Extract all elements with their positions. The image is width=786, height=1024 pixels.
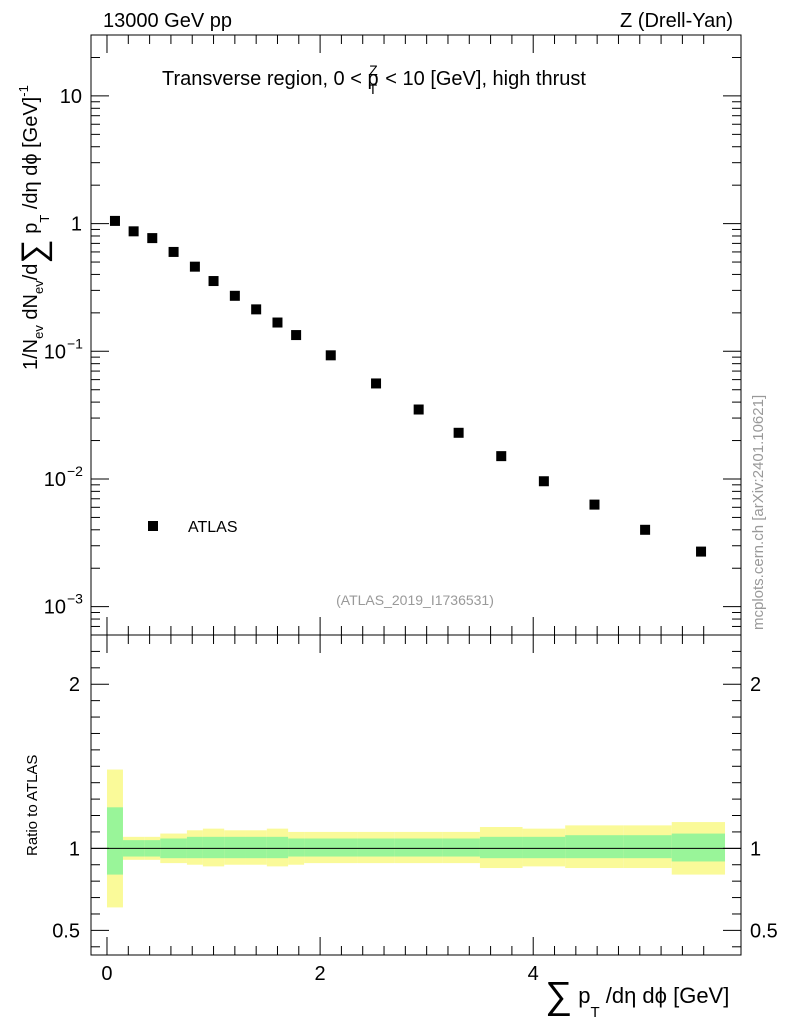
ylabel-part-e: /d [20, 264, 42, 281]
xlabel-part-c: /dη dϕ [GeV] [600, 983, 730, 1008]
header-left: 13000 GeV pp [103, 10, 232, 32]
ratio-band-inner [357, 838, 395, 857]
data-point-atlas [538, 476, 549, 487]
main-data-markers [109, 215, 707, 557]
ratio-bands [106, 769, 726, 908]
main-plot-frame [90, 34, 742, 636]
data-point-atlas [640, 524, 651, 535]
x-axis-label: ∑ pT /dη dϕ [GeV] [545, 975, 729, 1021]
data-point-atlas [109, 215, 120, 226]
plot-title: Transverse region, 0 < pTZ < 10 [GeV], h… [162, 62, 586, 97]
ratio-band-inner [224, 836, 246, 859]
ratio-band-inner [304, 838, 358, 857]
plot-title-post: < 10 [GeV], high thrust [380, 68, 587, 90]
ylabel-part-i: -1 [16, 85, 31, 97]
xlabel-part-b: T [590, 1004, 599, 1021]
ylabel-part-f: p [20, 223, 42, 240]
data-point-atlas [272, 317, 283, 328]
data-point-atlas [291, 330, 302, 341]
data-point-atlas [413, 404, 424, 415]
ratio-band-inner [442, 838, 480, 857]
ratio-band-inner [522, 836, 566, 859]
analysis-id: (ATLAS_2019_I1736531) [336, 592, 494, 608]
ratio-plot: 0.5 0.5 1 1 2 2 0 2 4 Ratio to ATLAS ∑ pT /dη dϕ… [24, 634, 778, 1021]
main-y-tick-label: 1 [71, 214, 82, 236]
ratio-y-tick-label-left: 2 [69, 674, 80, 696]
plot-title-sup: Z [369, 62, 378, 78]
legend-label: ATLAS [188, 519, 238, 536]
ratio-band-inner [202, 836, 225, 859]
ratio-band-inner [266, 836, 289, 859]
data-point-atlas [453, 427, 464, 438]
ratio-band-inner [186, 836, 203, 859]
ratio-band-inner [394, 838, 443, 857]
data-point-atlas [496, 451, 507, 462]
main-y-tick-exponent: −2 [67, 463, 83, 479]
x-tick-label: 2 [315, 963, 326, 985]
legend-marker [148, 521, 158, 531]
data-point-atlas [208, 276, 219, 287]
ratio-y-tick-label-left: 0.5 [52, 920, 80, 942]
ratio-y-tick-label-left: 1 [69, 838, 80, 860]
svg-text:1/Nev dNev/d∑ pT /dη dϕ [GeV]: 1/Nev dNev/d∑ pT /dη dϕ [GeV]-1 [15, 85, 53, 370]
ylabel-part-a: 1/N [20, 339, 42, 370]
ratio-y-tick-label-right: 2 [750, 674, 761, 696]
header-right: Z (Drell-Yan) [620, 10, 733, 32]
ratio-band-inner [623, 835, 672, 859]
y-axis-label-ratio: Ratio to ATLAS [24, 755, 41, 856]
x-tick-label: 0 [101, 963, 112, 985]
ylabel-part-d: ev [31, 280, 46, 294]
data-point-atlas [229, 290, 240, 301]
y-axis-label-main: 1/Nev dNev/d∑ pT /dη dϕ [GeV]-1 [15, 85, 53, 370]
ratio-plot-frame [90, 634, 742, 956]
ratio-band-inner [106, 807, 123, 875]
data-point-atlas [189, 261, 200, 272]
xlabel-sum: ∑ [545, 975, 572, 1017]
ylabel-part-g: T [37, 215, 52, 223]
data-point-atlas [589, 499, 600, 510]
ratio-band-inner [671, 833, 726, 862]
data-point-atlas [325, 350, 336, 361]
main-y-tick-label: 10 [44, 469, 66, 491]
ylabel-part-h: /dη dϕ [GeV] [20, 97, 42, 215]
main-y-tick-label: 10 [60, 86, 82, 108]
data-point-atlas [371, 378, 382, 389]
ratio-axes: 0.5 0.5 1 1 2 2 0 2 4 [52, 635, 778, 985]
ylabel-part-b: ev [31, 325, 46, 339]
ylabel-sum: ∑ [15, 239, 53, 263]
watermark: mcplots.cern.ch [arXiv:2401.10621] [750, 395, 767, 630]
ratio-y-tick-label-right: 0.5 [750, 920, 778, 942]
data-point-atlas [251, 304, 262, 315]
ratio-band-inner [479, 836, 523, 859]
main-y-tick-label: 10 [44, 341, 66, 363]
main-y-tick-exponent: −3 [67, 591, 83, 607]
ratio-y-tick-label-right: 1 [750, 838, 761, 860]
data-point-atlas [128, 226, 139, 237]
ratio-band-inner [565, 835, 624, 859]
data-point-atlas [168, 246, 179, 257]
x-tick-label: 4 [528, 963, 539, 985]
plot-title-sub: T [369, 81, 378, 97]
plot-title-pre: Transverse region, 0 < p [162, 68, 379, 90]
data-point-atlas [696, 546, 707, 557]
xlabel-part-a: p [572, 983, 590, 1008]
ratio-band-inner [288, 838, 305, 857]
ylabel-part-c: dN [20, 294, 42, 325]
data-point-atlas [147, 233, 158, 244]
main-y-tick-label: 10 [44, 597, 66, 619]
main-y-tick-exponent: −1 [67, 335, 83, 351]
ratio-band-inner [245, 836, 267, 859]
